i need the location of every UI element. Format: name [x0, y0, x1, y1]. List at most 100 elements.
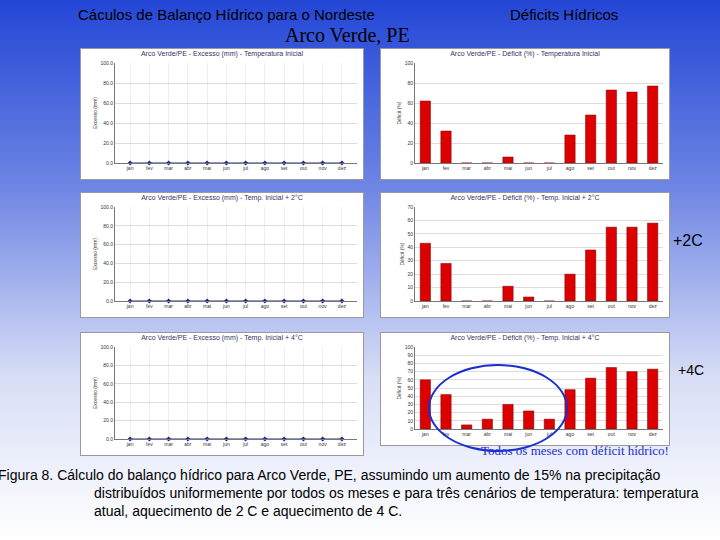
svg-text:Arco Verde/PE - Déficit (%) -: Arco Verde/PE - Déficit (%) - Temperatur… [450, 50, 600, 58]
svg-text:jul: jul [546, 303, 552, 309]
svg-text:80.0: 80.0 [103, 362, 113, 368]
svg-text:0: 0 [410, 160, 413, 166]
svg-text:20.0: 20.0 [103, 417, 113, 423]
svg-text:10: 10 [407, 284, 413, 290]
svg-text:out: out [300, 441, 308, 447]
svg-text:jun: jun [524, 303, 532, 309]
svg-text:jan: jan [126, 165, 134, 171]
svg-text:nov: nov [319, 165, 328, 171]
svg-text:dez: dez [649, 431, 658, 437]
svg-text:out: out [608, 303, 616, 309]
svg-text:abr: abr [184, 441, 192, 447]
svg-text:abr: abr [184, 165, 192, 171]
svg-text:nov: nov [628, 431, 637, 437]
svg-text:jan: jan [421, 431, 429, 437]
svg-text:Excesso (mm): Excesso (mm) [92, 238, 98, 270]
svg-text:Excesso (mm): Excesso (mm) [92, 377, 98, 409]
svg-text:abr: abr [484, 303, 492, 309]
svg-text:fev: fev [443, 431, 450, 437]
svg-text:dez: dez [338, 441, 347, 447]
svg-text:out: out [608, 431, 616, 437]
svg-text:50: 50 [407, 231, 413, 237]
svg-text:20: 20 [407, 140, 413, 146]
svg-text:jul: jul [546, 165, 552, 171]
svg-text:mai: mai [504, 165, 512, 171]
svg-text:jun: jun [222, 303, 230, 309]
svg-text:nov: nov [319, 303, 328, 309]
svg-text:40.0: 40.0 [103, 399, 113, 405]
svg-text:90: 90 [407, 352, 413, 358]
svg-text:mar: mar [462, 165, 471, 171]
svg-text:100.0: 100.0 [100, 60, 113, 66]
svg-text:mai: mai [504, 431, 512, 437]
svg-text:out: out [608, 165, 616, 171]
svg-text:jun: jun [524, 165, 532, 171]
svg-text:fev: fev [146, 165, 153, 171]
svg-text:dez: dez [338, 303, 347, 309]
svg-text:30: 30 [407, 401, 413, 407]
svg-text:0: 0 [410, 298, 413, 304]
svg-text:abr: abr [484, 431, 492, 437]
svg-text:Déficit (%): Déficit (%) [396, 101, 402, 124]
svg-text:fev: fev [443, 165, 450, 171]
svg-text:jan: jan [421, 303, 429, 309]
svg-text:Arco Verde/PE - Déficit (%) -: Arco Verde/PE - Déficit (%) - Temp. Inic… [450, 334, 599, 342]
svg-text:Arco Verde/PE - Déficit (%) -: Arco Verde/PE - Déficit (%) - Temp. Inic… [450, 194, 599, 202]
svg-text:jan: jan [126, 303, 134, 309]
svg-text:Déficit (%): Déficit (%) [399, 242, 405, 265]
svg-text:mar: mar [164, 165, 173, 171]
svg-text:set: set [587, 303, 594, 309]
svg-text:Arco Verde/PE - Excesso (mm) -: Arco Verde/PE - Excesso (mm) - Temp. Ini… [141, 194, 303, 202]
svg-text:40: 40 [407, 120, 413, 126]
svg-text:jan: jan [421, 165, 429, 171]
svg-text:70: 70 [407, 204, 413, 210]
svg-text:mai: mai [203, 441, 211, 447]
svg-text:100: 100 [405, 60, 414, 66]
svg-text:80: 80 [407, 360, 413, 366]
svg-text:dez: dez [649, 303, 658, 309]
svg-text:ago: ago [566, 431, 575, 437]
svg-text:nov: nov [628, 165, 637, 171]
svg-text:60: 60 [407, 217, 413, 223]
svg-text:ago: ago [566, 165, 575, 171]
svg-text:jun: jun [222, 165, 230, 171]
svg-text:40: 40 [407, 393, 413, 399]
svg-text:100.0: 100.0 [100, 204, 113, 210]
svg-text:dez: dez [338, 165, 347, 171]
svg-text:out: out [300, 303, 308, 309]
svg-text:20.0: 20.0 [103, 140, 113, 146]
svg-text:mai: mai [504, 303, 512, 309]
svg-text:fev: fev [146, 303, 153, 309]
svg-text:jun: jun [222, 441, 230, 447]
svg-text:0.0: 0.0 [106, 298, 113, 304]
svg-text:nov: nov [319, 441, 328, 447]
svg-text:mar: mar [164, 303, 173, 309]
svg-text:60.0: 60.0 [103, 241, 113, 247]
svg-text:20: 20 [407, 271, 413, 277]
svg-text:60: 60 [407, 100, 413, 106]
svg-text:jan: jan [126, 441, 134, 447]
svg-text:mar: mar [462, 431, 471, 437]
svg-text:ago: ago [261, 441, 270, 447]
svg-text:mar: mar [164, 441, 173, 447]
svg-text:80: 80 [407, 80, 413, 86]
svg-text:ago: ago [261, 165, 270, 171]
svg-text:mai: mai [203, 165, 211, 171]
svg-text:Déficit (%): Déficit (%) [396, 376, 402, 399]
svg-text:ago: ago [261, 303, 270, 309]
svg-text:Arco Verde/PE - Excesso (mm) -: Arco Verde/PE - Excesso (mm) - Temp. Ini… [141, 334, 303, 342]
svg-text:0.0: 0.0 [106, 436, 113, 442]
svg-text:70: 70 [407, 368, 413, 374]
svg-text:0.0: 0.0 [106, 160, 113, 166]
svg-text:50: 50 [407, 385, 413, 391]
svg-text:set: set [281, 441, 288, 447]
svg-text:jul: jul [242, 441, 248, 447]
svg-text:jul: jul [546, 431, 552, 437]
svg-text:jul: jul [242, 165, 248, 171]
svg-text:mar: mar [462, 303, 471, 309]
svg-text:40.0: 40.0 [103, 260, 113, 266]
svg-text:jun: jun [524, 431, 532, 437]
svg-text:40.0: 40.0 [103, 120, 113, 126]
svg-text:jul: jul [242, 303, 248, 309]
svg-text:abr: abr [184, 303, 192, 309]
